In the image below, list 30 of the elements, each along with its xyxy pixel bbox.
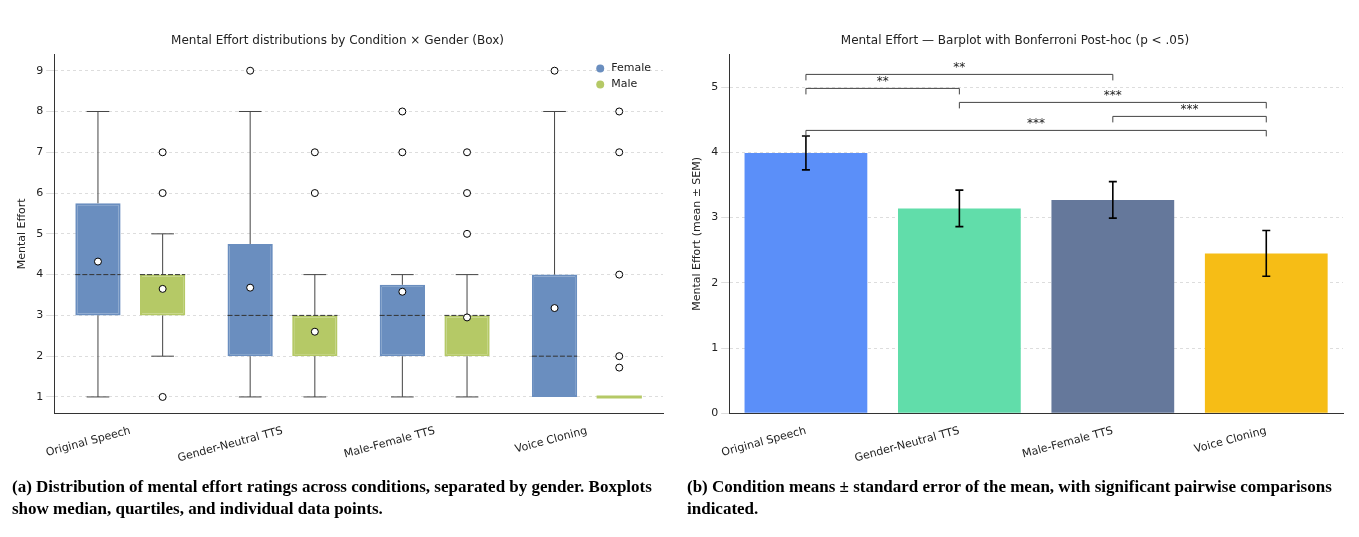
y-tick-label: 7 — [36, 145, 44, 159]
y-tick-label: 4 — [36, 267, 44, 281]
y-tick-label: 8 — [36, 104, 44, 118]
y-tick-label: 0 — [711, 406, 719, 420]
chart-title: Mental Effort — Barplot with Bonferroni Post-hoc (p < .05) — [840, 33, 1190, 48]
y-axis-title: Mental Effort — [15, 197, 29, 270]
legend-label: Male — [611, 77, 638, 91]
chart-title: Mental Effort distributions by Condition × Gender (Box) — [171, 33, 504, 48]
y-tick-label: 4 — [711, 145, 719, 159]
legend-label: Female — [611, 61, 652, 75]
y-tick-label: 3 — [36, 308, 44, 322]
annotation: ** — [876, 73, 889, 88]
annotation: *** — [1180, 101, 1199, 116]
y-tick-label: 5 — [36, 226, 44, 240]
text: (a) Distribution of mental effort ratings across conditions, separated by gender. Boxplots show median, quartiles, and individual data points. — [11, 476, 653, 520]
y-tick-label: 6 — [36, 185, 44, 199]
annotation: *** — [1027, 115, 1046, 130]
x-tick-label: Voice Cloning — [513, 423, 589, 456]
y-tick-label: 2 — [711, 275, 719, 289]
y-tick-label: 1 — [36, 389, 44, 403]
y-tick-label: 9 — [36, 63, 44, 77]
x-tick-label: Voice Cloning — [1192, 423, 1268, 456]
y-tick-label: 3 — [711, 210, 719, 224]
annotation: *** — [1103, 87, 1122, 102]
y-tick-label: 1 — [711, 340, 719, 354]
annotation: ** — [953, 59, 966, 74]
text: (b) Condition means ± standard error of the mean, with significant pairwise comparisons indicated. — [686, 476, 1333, 520]
y-axis-title: Mental Effort (mean ± SEM) — [690, 156, 704, 311]
y-tick-label: 2 — [36, 349, 44, 363]
y-tick-label: 5 — [711, 79, 719, 93]
